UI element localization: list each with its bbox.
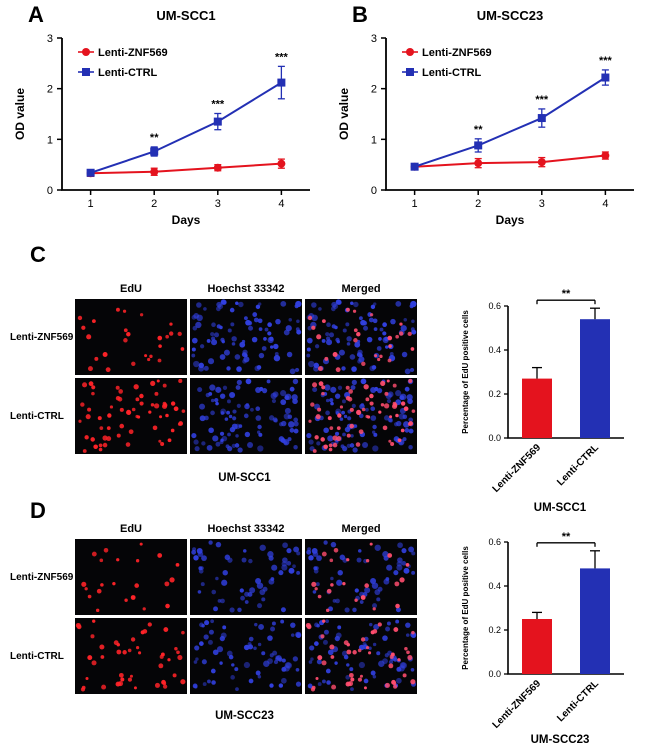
svg-text:1: 1	[412, 198, 418, 210]
svg-text:0.6: 0.6	[488, 537, 501, 547]
micrograph-d-ctrl-merged	[305, 618, 417, 694]
svg-text:4: 4	[602, 198, 608, 210]
panel-c-column-header-hoechst: Hoechst 33342	[207, 283, 285, 295]
grid-corner-spacer	[8, 282, 72, 296]
panel-c-row-label-lenti-znf569: Lenti-ZNF569	[10, 331, 74, 343]
svg-text:Percentage of EdU positive cel: Percentage of EdU positive cells	[461, 310, 470, 434]
panel-c-label: C	[30, 242, 46, 267]
panel-c-column-header-edu: EdU	[120, 283, 142, 295]
svg-text:Lenti-CTRL: Lenti-CTRL	[555, 442, 601, 488]
svg-text:2: 2	[475, 198, 481, 210]
micrograph-c-ctrl-edu	[75, 378, 187, 454]
micrograph-c-znf569-edu	[75, 299, 187, 375]
svg-text:Lenti-ZNF569: Lenti-ZNF569	[491, 678, 544, 731]
svg-text:UM-SCC23: UM-SCC23	[477, 8, 543, 23]
panel-c-bar-chart-caption: UM-SCC1	[533, 502, 587, 514]
svg-text:Days: Days	[172, 213, 201, 227]
svg-text:Lenti-ZNF569: Lenti-ZNF569	[491, 442, 544, 495]
svg-text:0.4: 0.4	[488, 581, 501, 591]
svg-text:**: **	[150, 132, 159, 144]
micrograph-d-ctrl-hoechst	[190, 618, 302, 694]
micrograph-c-znf569-merged	[305, 299, 417, 375]
panel-c-edu-bar-chart: 0.0 0.2 0.4 0.6 Percentage of EdU positive c…	[461, 288, 624, 495]
panel-d-edu-bar-chart: 0.0 0.2 0.4 0.6 Percentage of EdU positive c…	[461, 531, 624, 731]
svg-text:***: ***	[275, 51, 289, 63]
svg-text:2: 2	[151, 198, 157, 210]
svg-text:0.0: 0.0	[488, 669, 501, 679]
micrograph-c-ctrl-hoechst	[190, 378, 302, 454]
svg-text:***: ***	[535, 94, 549, 106]
panel-c-cell-line-caption: UM-SCC1	[218, 472, 271, 484]
panel-d-cell-line-caption: UM-SCC23	[215, 710, 274, 722]
micrograph-c-znf569-hoechst	[190, 299, 302, 375]
svg-text:Lenti-CTRL: Lenti-CTRL	[555, 678, 601, 724]
panel-d-row-label-lenti-ctrl: Lenti-CTRL	[10, 650, 64, 662]
panel-d-row-label-lenti-znf569: Lenti-ZNF569	[10, 571, 74, 583]
panel-a-label: A	[28, 2, 44, 27]
svg-text:Lenti-CTRL: Lenti-CTRL	[98, 67, 158, 79]
svg-text:4: 4	[278, 198, 284, 210]
svg-text:Lenti-CTRL: Lenti-CTRL	[422, 67, 482, 79]
micrograph-d-ctrl-edu	[75, 618, 187, 694]
svg-text:OD value: OD value	[13, 88, 27, 140]
svg-text:2: 2	[371, 84, 377, 96]
svg-text:Percentage of EdU positive cel: Percentage of EdU positive cells	[461, 546, 470, 670]
panel-d-column-header-edu: EdU	[120, 523, 142, 535]
panel-b-label: B	[352, 2, 368, 27]
svg-text:3: 3	[47, 33, 53, 45]
micrograph-c-ctrl-merged	[305, 378, 417, 454]
svg-text:2: 2	[47, 84, 53, 96]
svg-text:Days: Days	[496, 213, 525, 227]
svg-text:UM-SCC1: UM-SCC1	[156, 8, 215, 23]
svg-text:3: 3	[371, 33, 377, 45]
panel-c-microscopy-grid: EdU Hoechst 33342 Merged Lenti-ZNF569 Le…	[8, 282, 417, 454]
svg-text:0: 0	[371, 185, 377, 197]
svg-text:**: **	[562, 288, 571, 300]
micrograph-d-znf569-hoechst	[190, 539, 302, 615]
svg-text:***: ***	[211, 98, 225, 110]
svg-text:0.2: 0.2	[488, 389, 501, 399]
panel-d-microscopy-grid: EdU Hoechst 33342 Merged Lenti-ZNF569 Le…	[8, 522, 417, 694]
svg-text:OD value: OD value	[337, 88, 351, 140]
svg-text:1: 1	[371, 134, 377, 146]
panel-d-label: D	[30, 498, 46, 523]
svg-text:**: **	[474, 124, 483, 136]
svg-text:0.0: 0.0	[488, 433, 501, 443]
svg-text:**: **	[562, 531, 571, 543]
svg-text:***: ***	[599, 55, 613, 67]
svg-text:Lenti-ZNF569: Lenti-ZNF569	[422, 47, 492, 59]
panel-c-row-label-lenti-ctrl: Lenti-CTRL	[10, 410, 64, 422]
micrograph-d-znf569-merged	[305, 539, 417, 615]
panel-d-bar-chart-caption: UM-SCC23	[530, 734, 590, 746]
panel-d-column-header-merged: Merged	[341, 523, 381, 535]
svg-text:Lenti-ZNF569: Lenti-ZNF569	[98, 47, 168, 59]
svg-text:0.6: 0.6	[488, 301, 501, 311]
svg-text:0.4: 0.4	[488, 345, 501, 355]
grid-corner-spacer	[8, 522, 72, 536]
svg-text:3: 3	[215, 198, 221, 210]
panel-c-column-header-merged: Merged	[341, 283, 381, 295]
micrograph-d-znf569-edu	[75, 539, 187, 615]
svg-text:0: 0	[47, 185, 53, 197]
svg-text:3: 3	[539, 198, 545, 210]
panel-d-column-header-hoechst: Hoechst 33342	[207, 523, 285, 535]
svg-text:0.2: 0.2	[488, 625, 501, 635]
svg-text:1: 1	[88, 198, 94, 210]
svg-text:1: 1	[47, 134, 53, 146]
